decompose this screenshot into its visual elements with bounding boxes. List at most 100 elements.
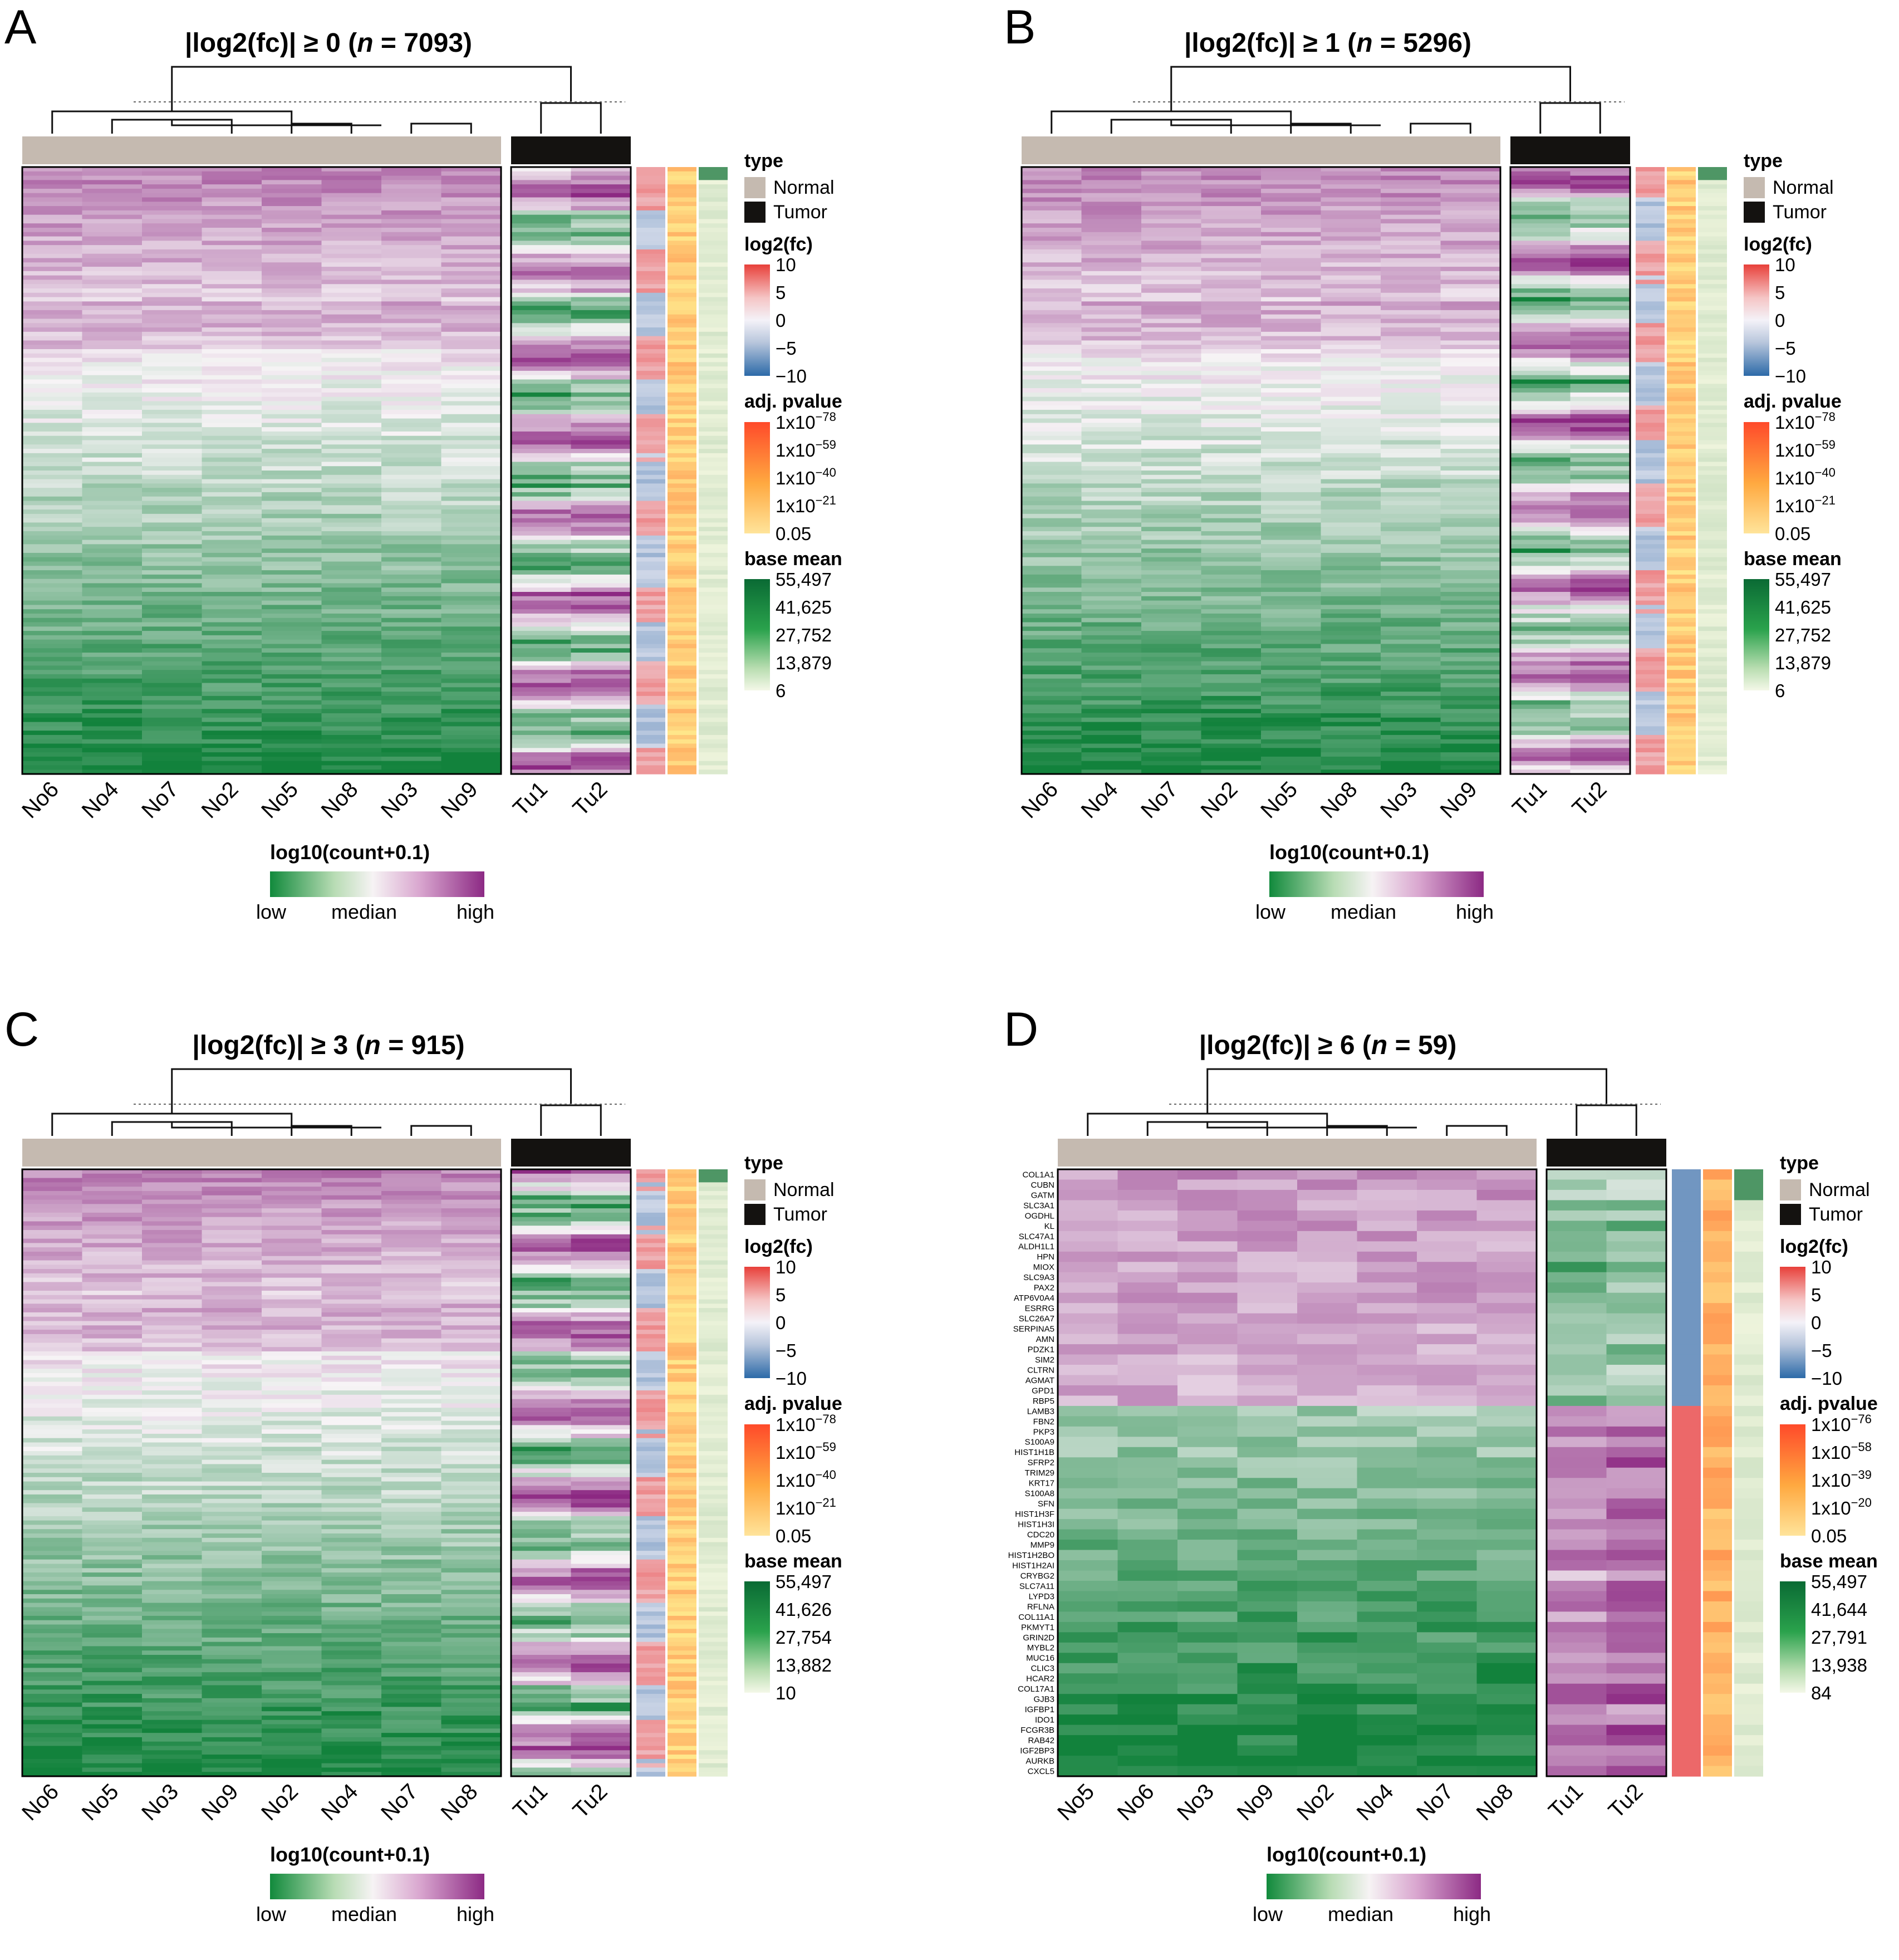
heatmap-cell (571, 297, 631, 302)
heatmap-cell (381, 1468, 441, 1473)
heatmap-cell (262, 1664, 322, 1668)
heatmap-cell (1261, 210, 1321, 215)
heatmap-cell (202, 748, 262, 752)
heatmap-cell (22, 1403, 82, 1408)
heatmap-cell (262, 345, 322, 349)
heatmap-cell (571, 1295, 631, 1300)
heatmap-cell (22, 410, 82, 414)
heatmap-cell (1381, 596, 1441, 601)
heatmap-cell (202, 1629, 262, 1633)
heatmap-cell (82, 505, 143, 509)
heatmap-cell (1201, 301, 1262, 306)
basemean-track-cell (699, 544, 728, 548)
heatmap-cell (1571, 557, 1631, 562)
heatmap-cell (22, 704, 82, 709)
heatmap-cell (1510, 735, 1571, 739)
pvalue-track-cell (668, 653, 696, 657)
pvalue-track-cell (1667, 249, 1696, 254)
heatmap-cell (22, 475, 82, 479)
heatmap-cell (441, 1646, 502, 1650)
heatmap-cell (22, 665, 82, 670)
heatmap-cell (262, 1638, 322, 1642)
heatmap-cell (202, 254, 262, 258)
heatmap-cell (322, 640, 382, 644)
heatmap-cell (1201, 748, 1262, 752)
heatmap-cell (322, 626, 382, 631)
heatmap-cell (441, 748, 502, 752)
heatmap-cell (262, 1356, 322, 1360)
heatmap-cell (322, 436, 382, 440)
heatmap-cell (82, 1256, 143, 1261)
heatmap-cell (381, 713, 441, 718)
pvalue-track-cell (668, 731, 696, 735)
heatmap-cell (1082, 748, 1142, 752)
heatmap-cell (381, 1499, 441, 1503)
fc-track-cell (1636, 371, 1665, 375)
heatmap-cell (511, 245, 571, 249)
pvalue-track-cell (668, 522, 696, 527)
heatmap-cell (262, 1659, 322, 1664)
heatmap-cell (571, 1360, 631, 1365)
heatmap-cell (22, 189, 82, 193)
pvalue-track-cell (668, 531, 696, 536)
heatmap-cell (1381, 349, 1441, 354)
heatmap-cell (142, 1664, 202, 1668)
heatmap-cell (571, 1351, 631, 1356)
heatmap-cell (82, 1291, 143, 1295)
heatmap-cell (511, 202, 571, 206)
basemean-track-cell (1698, 345, 1727, 349)
heatmap-cell (22, 1273, 82, 1278)
pvalue-track-cell (1667, 692, 1696, 696)
heatmap-cell (82, 557, 143, 562)
pvalue-track-cell (1667, 562, 1696, 566)
legend-tick: −5 (776, 338, 797, 359)
basemean-track-cell (1698, 614, 1727, 618)
heatmap-cell (441, 514, 502, 518)
heatmap-cell (202, 354, 262, 358)
basemean-track-cell (1698, 315, 1727, 319)
heatmap-cell (202, 527, 262, 531)
heatmap-cell (82, 592, 143, 596)
pvalue-track-cell (1667, 748, 1696, 752)
heatmap-cell (1141, 427, 1201, 432)
heatmap-cell (142, 1759, 202, 1763)
heatmap-cell (82, 1239, 143, 1243)
heatmap-cell (322, 1625, 382, 1629)
heatmap-cell (511, 1347, 571, 1351)
basemean-track-cell (1698, 648, 1727, 653)
heatmap-cell (262, 1585, 322, 1590)
fc-track-cell (636, 579, 665, 584)
heatmap-cell (322, 1633, 382, 1638)
heatmap-cell (322, 1551, 382, 1555)
heatmap-cell (1441, 241, 1501, 245)
heatmap-cell (1201, 198, 1262, 202)
heatmap-cell (322, 1694, 382, 1698)
heatmap-cell (82, 1655, 143, 1659)
heatmap-cell (82, 1668, 143, 1672)
heatmap-cell (22, 709, 82, 713)
heatmap-cell (381, 1581, 441, 1586)
heatmap-cell (22, 509, 82, 514)
heatmap-cell (441, 718, 502, 722)
basemean-track-cell (1698, 380, 1727, 384)
heatmap-cell (322, 293, 382, 297)
heatmap-cell (82, 1342, 143, 1347)
basemean-track-cell (1698, 466, 1727, 471)
heatmap-cell (571, 1191, 631, 1195)
heatmap-cell (1082, 262, 1142, 267)
heatmap-cell (22, 1230, 82, 1234)
heatmap-cell (142, 722, 202, 727)
fc-track-cell (1636, 492, 1665, 497)
heatmap-cell (142, 453, 202, 458)
heatmap-cell (1381, 644, 1441, 648)
heatmap-cell (1441, 206, 1501, 210)
heatmap-cell (1510, 618, 1571, 623)
fc-track-cell (1636, 362, 1665, 366)
heatmap-cell (511, 575, 571, 579)
heatmap-cell (202, 1516, 262, 1521)
heatmap-cell (1261, 657, 1321, 661)
heatmap-cell (1321, 700, 1381, 705)
heatmap-cell (1141, 548, 1201, 553)
heatmap-cell (22, 497, 82, 501)
heatmap-cell (142, 1716, 202, 1720)
